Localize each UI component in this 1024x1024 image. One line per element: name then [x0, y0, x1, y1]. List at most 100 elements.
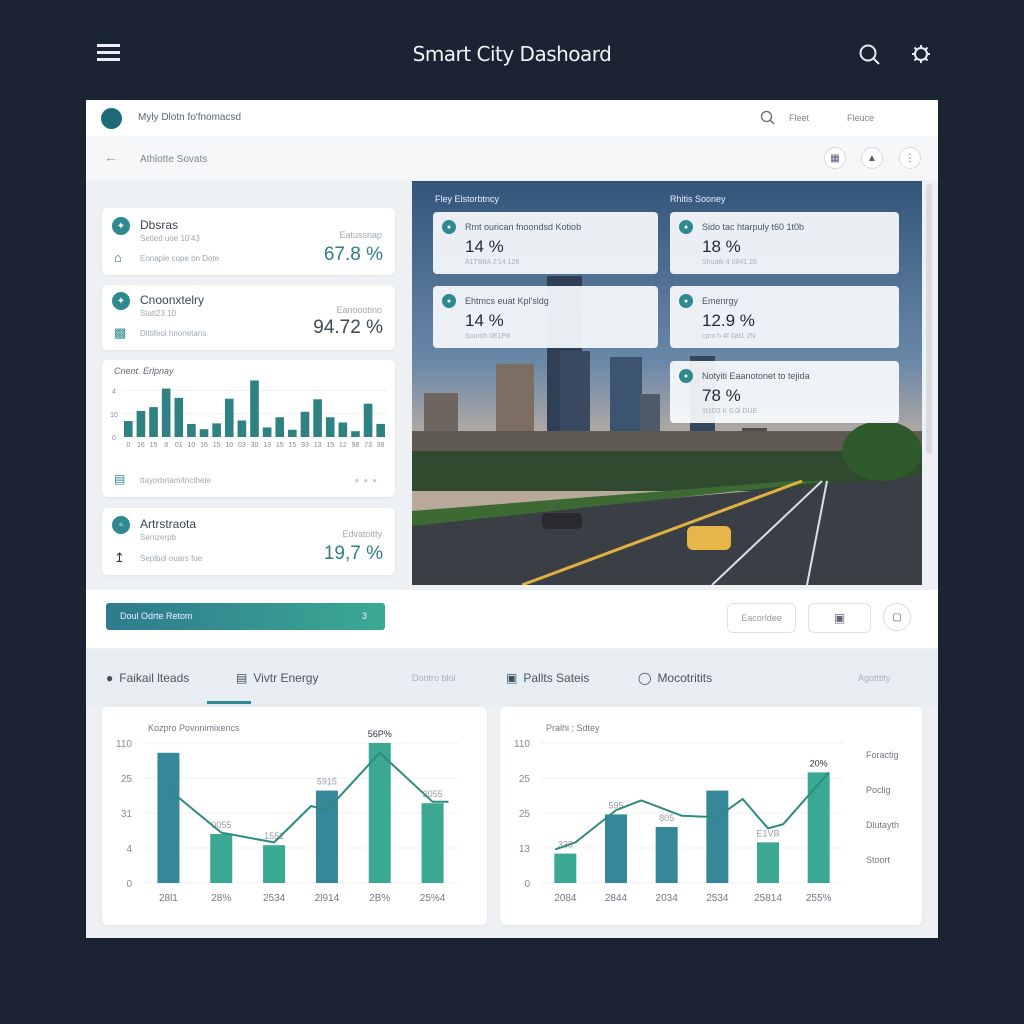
stat-icon: ●: [679, 294, 693, 308]
stat-title: Sido tac htarpuly t60 1t0b: [702, 222, 805, 232]
person-icon[interactable]: ▲: [861, 147, 883, 169]
kpi-card[interactable]: ✦ Cnoonxtelry Statl23 10 ▩ Dittifeol hno…: [102, 285, 395, 350]
y-tick-label: 110: [116, 739, 132, 750]
data-label: 805: [659, 813, 674, 823]
tab-label: Agotttity: [858, 673, 891, 683]
kpi-title: Artrstraota: [140, 517, 197, 531]
x-tick-label: 2084: [554, 893, 577, 904]
kpi-value: 94.72 %: [313, 317, 383, 338]
kpi-subtitle: Setled uoe 10'43: [140, 234, 200, 243]
y-tick-label: 25: [519, 809, 531, 820]
x-tick-label: 10: [225, 442, 233, 449]
home-icon: ⌂: [114, 250, 122, 265]
mini-bar-chart: 0 10 4 0 16 15 8 01 10 16 15 10 03 30 13 15 15 93 13 15 12 98…: [110, 380, 387, 449]
stat-sub: Shuatk 4 0841 26: [702, 259, 757, 266]
stat-title: Emenrgy: [702, 296, 739, 306]
building-icon: ▩: [114, 325, 127, 340]
overlay-stat-card[interactable]: ● Ehtmcs euat Kpl'sldg 14 % Sourch 0E1P8: [433, 286, 658, 348]
active-tab-indicator: [207, 701, 251, 704]
save-icon[interactable]: ▢: [883, 603, 911, 631]
bar: [300, 411, 310, 437]
bar: [124, 421, 133, 437]
x-tick-label: 98: [352, 442, 360, 449]
x-tick-label: 25%4: [420, 893, 446, 904]
stat-value: 12.9 %: [702, 311, 755, 330]
x-tick-label: 15: [276, 442, 284, 449]
panel-header: Myly Dlotn fo'fnomacsd Fleet Fleuce: [86, 100, 938, 136]
kpi-label: Eatussnap: [339, 230, 382, 240]
scrollbar[interactable]: [926, 184, 932, 454]
search-icon[interactable]: [760, 110, 776, 126]
overlay-stat-card[interactable]: ● Sido tac htarpuly t60 1t0b 18 % Shuatk…: [670, 212, 899, 274]
kpi-note: Seplbol ouars foe: [140, 554, 203, 563]
y-tick-label: 4: [112, 389, 116, 396]
more-icon[interactable]: ⋮: [899, 147, 921, 169]
y-tick-label: 0: [126, 879, 132, 890]
secondary-action-button[interactable]: Eacorldee: [727, 603, 796, 633]
kpi-value: 19,7 %: [323, 543, 383, 564]
tab-label: Pallts Sateis: [523, 671, 590, 685]
route-icon: ↥: [114, 550, 125, 565]
bar: [363, 403, 373, 437]
search-icon[interactable]: [858, 43, 882, 67]
x-tick-label: 73: [364, 442, 372, 449]
x-tick-label: 2534: [706, 893, 729, 904]
tab-dontro-blol[interactable]: Dontro blol: [412, 673, 456, 683]
pagination-dots[interactable]: ●●●: [354, 476, 381, 485]
bar: [368, 743, 391, 883]
tab-vivtr-energy[interactable]: ▤ Vivtr Energy: [236, 671, 318, 685]
tab-mocotritits[interactable]: ◯ Mocotritits: [638, 671, 712, 685]
stat-sub: A1TB8A 2'14 128: [465, 259, 520, 266]
bar: [210, 834, 233, 883]
overlay-stat-card[interactable]: ● Emenrgy 12.9 % cpm h 4f 0at1 2N: [670, 286, 899, 348]
x-tick-label: 2034: [656, 893, 679, 904]
chart-card-right: Pralhi ; Sdtey 0 13 25 25 110 2084 338 2844 595 20…: [500, 707, 922, 925]
primary-action-label: Doul Odrte Retom: [120, 611, 193, 621]
x-tick-label: 0: [126, 442, 130, 449]
bar: [313, 399, 322, 437]
data-label: 2055: [423, 789, 443, 799]
bar: [262, 427, 272, 437]
x-tick-label: 15: [150, 442, 158, 449]
grid-icon[interactable]: ▦: [824, 147, 846, 169]
x-tick-label: 03: [238, 442, 246, 449]
kpi-note: Eonaple cope bn Dote: [140, 254, 220, 263]
y-tick-label: 110: [514, 739, 530, 750]
data-label: 338: [558, 840, 573, 850]
bar: [161, 388, 171, 437]
bar: [288, 429, 297, 437]
legend-item: Dlutayth: [866, 820, 899, 830]
trend-line: [167, 751, 449, 844]
kpi-card[interactable]: ✦ Dbsras Setled uoe 10'43 ⌂ Eonaple cope…: [102, 208, 395, 275]
tab-pallts-sateis[interactable]: ▣ Pallts Sateis: [506, 671, 589, 685]
chart-footer: ttayorbrtam/tncthete: [140, 476, 212, 485]
x-tick-label: 28l1: [159, 893, 178, 904]
tab-agotttity[interactable]: Agotttity: [858, 673, 891, 683]
lock-button[interactable]: ▣: [808, 603, 871, 633]
stat-value: 78 %: [702, 386, 741, 405]
kpi-icon: ▫: [112, 516, 130, 534]
stat-sub: cpm h 4f 0at1 2N: [702, 333, 756, 340]
bar: [807, 772, 830, 883]
kpi-subtitle: Senizerpb: [140, 533, 177, 542]
primary-action-button[interactable]: Doul Odrte Retom 3: [106, 603, 385, 630]
kpi-card[interactable]: ▫ Artrstraota Senizerpb ↥ Seplbol ouars …: [102, 508, 395, 575]
nav-link-fleuce[interactable]: Fleuce: [847, 113, 875, 123]
gear-icon[interactable]: [910, 43, 932, 65]
x-tick-label: 2844: [605, 893, 628, 904]
menu-icon[interactable]: [97, 44, 120, 62]
bar: [554, 853, 577, 883]
data-label: 56P%: [368, 729, 392, 739]
y-tick-label: 25: [121, 774, 133, 785]
stat-title: Ehtmcs euat Kpl'sldg: [465, 296, 549, 306]
y-tick-label: 13: [519, 844, 531, 855]
tab-faikail-lteads[interactable]: ● Faikail lteads: [106, 671, 189, 685]
y-tick-label: 4: [126, 844, 132, 855]
chart-title: Cnent. Erlpnay: [114, 366, 174, 376]
x-tick-label: 10: [188, 442, 196, 449]
overlay-stat-card[interactable]: ● Notyiti Eaanotonet to tejida 78 % 1t1D…: [670, 361, 899, 423]
overlay-stat-card[interactable]: ● Rmt ourican fnoondsd Kotiob 14 % A1TB8…: [433, 212, 658, 274]
chart-title: Pralhi ; Sdtey: [546, 723, 600, 733]
back-arrow-icon[interactable]: ←: [104, 149, 118, 165]
nav-link-fleet[interactable]: Fleet: [789, 113, 810, 123]
